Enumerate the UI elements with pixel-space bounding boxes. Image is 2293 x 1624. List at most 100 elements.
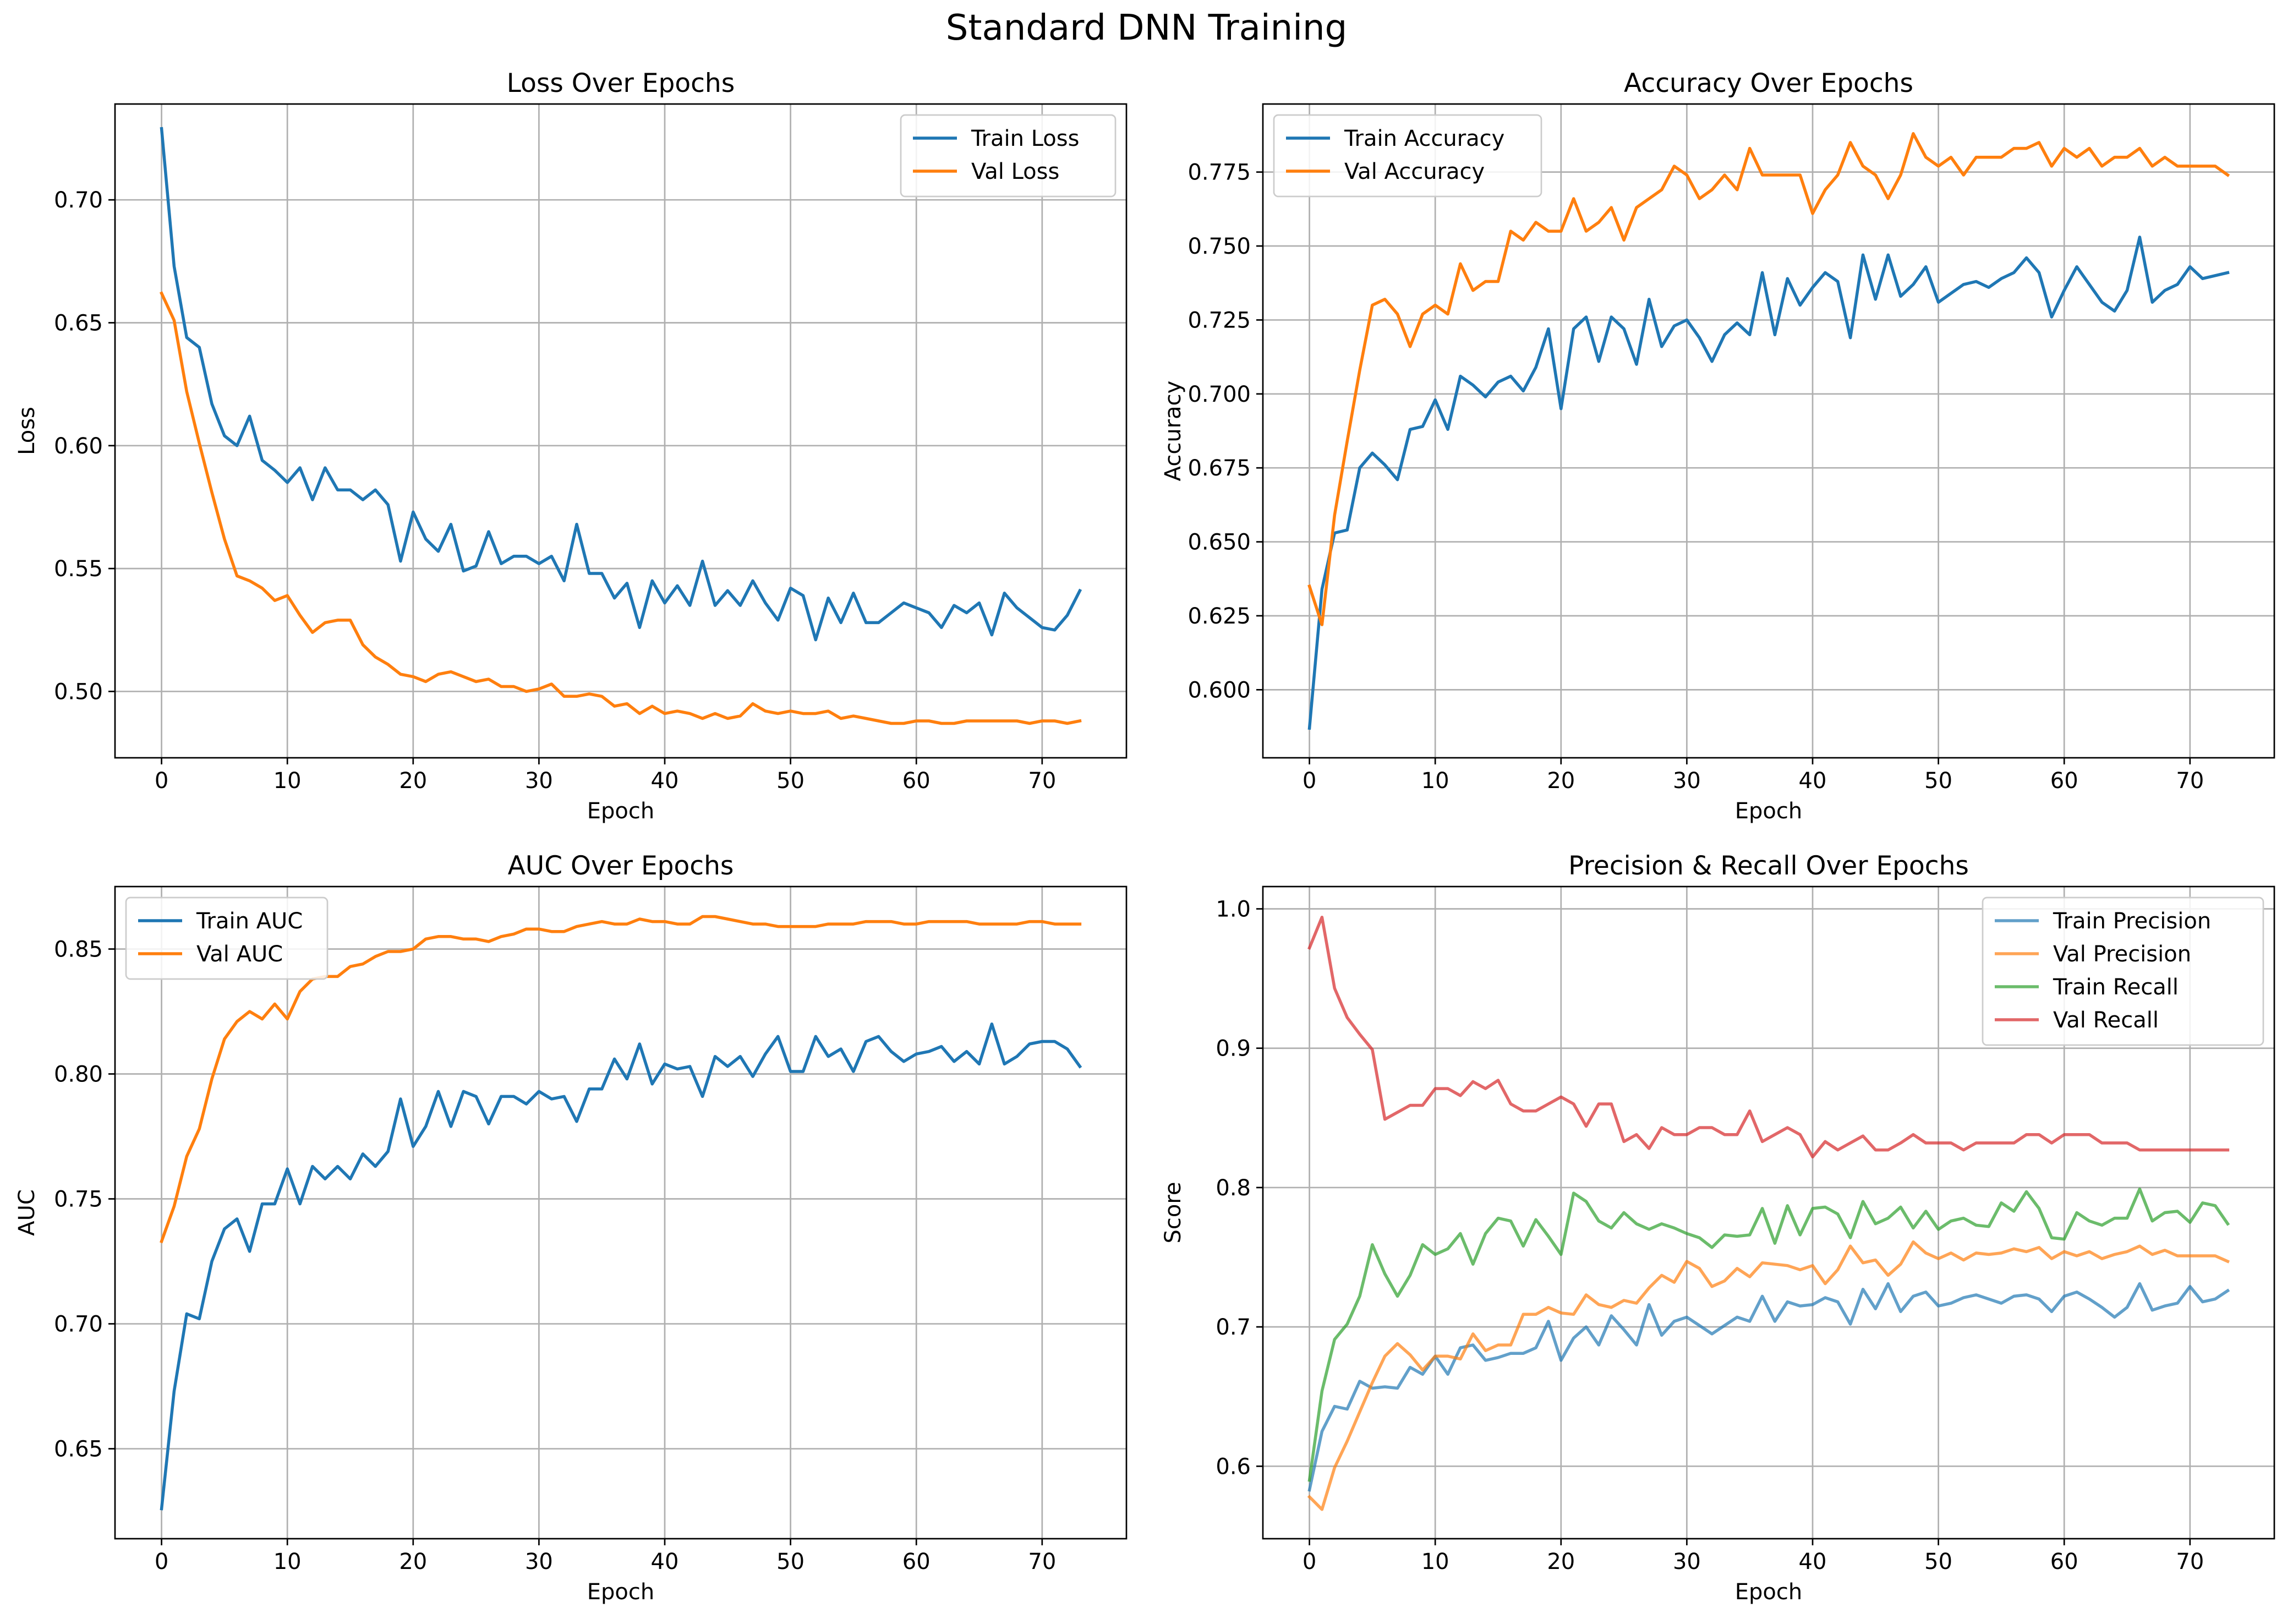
y-tick-label: 0.75 (54, 1187, 103, 1212)
x-tick-label: 20 (1547, 1549, 1575, 1574)
legend-box (900, 114, 1117, 198)
y-tick-label: 0.55 (54, 556, 103, 582)
y-tick-label: 0.700 (1187, 382, 1251, 407)
legend-label-train-accuracy: Train Accuracy (1344, 126, 1504, 151)
loss-chart: Loss Over Epochs 0 10 20 30 40 50 60 70 0.50 0.55 0… (14, 68, 1128, 824)
y-tick-label: 0.8 (1216, 1175, 1251, 1201)
y-tick-label: 0.650 (1187, 530, 1251, 555)
accuracy-chart: Accuracy Over Epochs 0 10 20 30 40 50 60 70 0.600… (1161, 68, 2275, 824)
x-tick-label: 60 (2050, 768, 2078, 794)
x-tick-label: 30 (1673, 1549, 1701, 1574)
x-tick-label: 0 (1303, 768, 1316, 794)
x-axis-label: Epoch (1735, 1579, 1802, 1605)
series-line-train-loss (160, 127, 1082, 642)
series-line-val-recall (1307, 915, 2230, 1158)
x-tick-label: 70 (2176, 1549, 2204, 1574)
series-line-train-precision (1307, 1282, 2230, 1492)
legend-label-train-recall: Train Recall (2053, 975, 2179, 1000)
x-tick-label: 60 (902, 1549, 931, 1574)
x-tick-label: 30 (1673, 768, 1701, 794)
legend-label-train-loss: Train Loss (971, 126, 1079, 151)
x-tick-label: 60 (902, 768, 931, 794)
x-tick-label: 40 (651, 1549, 679, 1574)
y-axis-label: Loss (14, 407, 40, 455)
x-tick-label: 10 (1421, 1549, 1449, 1574)
legend-label-val-precision: Val Precision (2053, 942, 2191, 967)
x-tick-label: 0 (155, 1549, 168, 1574)
x-tick-label: 20 (399, 1549, 427, 1574)
y-tick-label: 0.725 (1187, 308, 1251, 333)
chart-title: Loss Over Epochs (507, 68, 735, 99)
x-tick-label: 30 (525, 1549, 553, 1574)
y-tick-label: 0.7 (1216, 1315, 1251, 1340)
legend: Train Precision Val Precision Train Recall… (1982, 896, 2264, 1046)
x-axis-label: Epoch (587, 1579, 654, 1605)
x-tick-label: 70 (1028, 1549, 1056, 1574)
y-tick-label: 0.85 (54, 937, 103, 963)
legend-label-val-accuracy: Val Accuracy (1344, 159, 1485, 184)
x-tick-label: 40 (651, 768, 679, 794)
y-axis-label: Accuracy (1161, 381, 1186, 482)
y-tick-label: 0.60 (54, 434, 103, 459)
series-line-train-auc (160, 1022, 1082, 1511)
x-tick-label: 60 (2050, 1549, 2078, 1574)
x-tick-label: 0 (1303, 1549, 1316, 1574)
x-tick-label: 20 (1547, 768, 1575, 794)
y-tick-label: 0.775 (1187, 160, 1251, 185)
x-tick-label: 70 (1028, 768, 1056, 794)
legend-box (125, 896, 329, 980)
y-tick-label: 1.0 (1216, 897, 1251, 922)
y-tick-label: 0.80 (54, 1062, 103, 1087)
legend-label-val-auc: Val AUC (196, 942, 283, 967)
auc-chart: AUC Over Epochs 0 10 20 30 40 50 60 70 0.65 0.70 0.… (14, 851, 1128, 1605)
series-line-train-accuracy (1307, 236, 2230, 730)
precision-recall-chart: Precision & Recall Over Epochs 0 10 20 30 40 5… (1161, 851, 2275, 1605)
series-line-val-accuracy (1307, 132, 2230, 626)
legend-label-val-recall: Val Recall (2053, 1008, 2159, 1033)
plot-frame (114, 103, 1128, 759)
legend-label-train-auc: Train AUC (196, 909, 303, 934)
plot-frame (114, 885, 1128, 1540)
legend: Train Accuracy Val Accuracy (1273, 114, 1542, 198)
y-tick-label: 0.600 (1187, 677, 1251, 703)
y-axis-label: AUC (14, 1189, 40, 1236)
series-line-train-recall (1307, 1187, 2230, 1482)
legend-box (1273, 114, 1542, 198)
y-tick-label: 0.750 (1187, 234, 1251, 259)
x-axis-label: Epoch (587, 799, 654, 824)
y-tick-label: 0.65 (54, 310, 103, 336)
x-tick-label: 20 (399, 768, 427, 794)
plot-frame (1262, 103, 2275, 759)
x-tick-label: 50 (776, 1549, 805, 1574)
x-tick-label: 50 (776, 768, 805, 794)
legend-label-train-precision: Train Precision (2053, 909, 2211, 934)
y-tick-label: 0.70 (54, 188, 103, 213)
x-tick-label: 10 (273, 768, 302, 794)
plot-frame (1262, 885, 2275, 1540)
x-tick-label: 70 (2176, 768, 2204, 794)
series-line-val-loss (159, 291, 1082, 725)
x-tick-label: 50 (1924, 768, 1952, 794)
chart-title: AUC Over Epochs (508, 851, 734, 881)
y-tick-label: 0.9 (1216, 1036, 1251, 1062)
legend-box (1982, 896, 2264, 1046)
x-tick-label: 10 (273, 1549, 302, 1574)
x-tick-label: 40 (1799, 1549, 1827, 1574)
legend: Train AUC Val AUC (125, 896, 329, 980)
y-tick-label: 0.6 (1216, 1454, 1251, 1479)
x-tick-label: 0 (155, 768, 168, 794)
x-tick-label: 50 (1924, 1549, 1952, 1574)
y-tick-label: 0.50 (54, 679, 103, 704)
legend-label-val-loss: Val Loss (971, 159, 1059, 184)
series-line-val-precision (1307, 1240, 2230, 1511)
x-tick-label: 30 (525, 768, 553, 794)
x-axis-label: Epoch (1735, 799, 1802, 824)
x-tick-label: 40 (1799, 768, 1827, 794)
y-axis-label: Score (1161, 1182, 1186, 1243)
y-tick-label: 0.65 (54, 1437, 103, 1462)
y-tick-label: 0.625 (1187, 604, 1251, 629)
x-tick-label: 10 (1421, 768, 1449, 794)
legend: Train Loss Val Loss (900, 114, 1117, 198)
chart-title: Accuracy Over Epochs (1624, 68, 1913, 99)
figure-title: Standard DNN Training (945, 8, 1348, 48)
